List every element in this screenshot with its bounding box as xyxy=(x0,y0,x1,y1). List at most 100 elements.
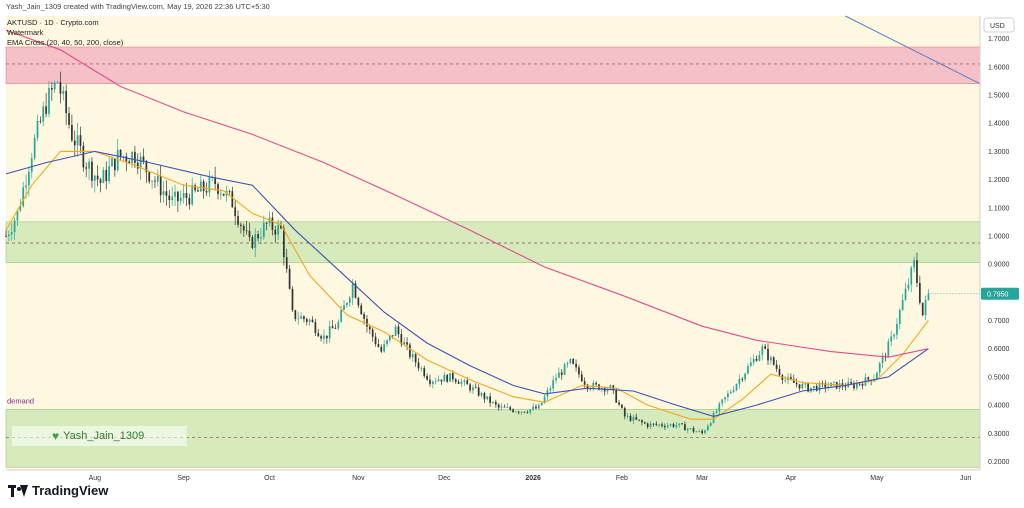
candle-body xyxy=(357,297,360,306)
indicator-line[interactable]: EMA Cross (20, 40, 50, 200, close) xyxy=(7,38,124,47)
candle-body xyxy=(156,175,159,182)
candle-body xyxy=(219,193,222,195)
candle-body xyxy=(248,230,251,238)
candle-body xyxy=(314,322,317,334)
candle-body xyxy=(68,113,70,125)
candle-body xyxy=(492,401,494,403)
candle-body xyxy=(317,333,320,337)
candle-body xyxy=(770,357,772,361)
candle-body xyxy=(202,181,205,192)
candle-body xyxy=(655,423,658,425)
candle-body xyxy=(50,88,53,90)
candle-body xyxy=(744,373,746,380)
candle-body xyxy=(509,407,512,410)
x-tick-label: Feb xyxy=(616,475,628,482)
candle-body xyxy=(692,428,695,432)
candle-body xyxy=(22,187,25,207)
candle-body xyxy=(73,140,76,146)
candle-body xyxy=(724,397,726,400)
candle-body xyxy=(523,411,526,413)
candle-body xyxy=(758,354,761,361)
candle-body xyxy=(629,415,632,421)
candle-body xyxy=(386,340,388,345)
candle-body xyxy=(755,358,758,361)
candle-body xyxy=(328,326,331,339)
candles-layer xyxy=(5,71,930,435)
candle-body xyxy=(274,229,277,235)
candle-body xyxy=(452,373,454,380)
candle-body xyxy=(672,424,675,427)
candle-body xyxy=(331,326,334,329)
candle-body xyxy=(134,151,136,163)
candle-body xyxy=(93,175,96,181)
candle-body xyxy=(887,341,890,357)
candle-body xyxy=(340,310,343,322)
candle-body xyxy=(472,387,474,391)
candle-body xyxy=(555,377,557,381)
candle-body xyxy=(876,372,878,380)
series-ema-50 xyxy=(5,150,929,417)
y-tick-label: 1.1000 xyxy=(988,205,1010,212)
candle-body xyxy=(151,180,153,182)
candle-body xyxy=(271,217,274,230)
candle-body xyxy=(294,310,297,319)
candle-body xyxy=(334,328,337,330)
candle-body xyxy=(901,299,904,310)
candle-body xyxy=(767,348,769,361)
candle-body xyxy=(368,326,371,330)
y-tick-label: 0.7000 xyxy=(988,318,1010,325)
watermark-line[interactable]: Watermark xyxy=(7,28,44,37)
candle-body xyxy=(19,206,22,211)
candle-body xyxy=(855,383,858,389)
candle-body xyxy=(626,415,629,417)
candle-body xyxy=(483,393,486,400)
x-tick-label: Aug xyxy=(89,475,102,482)
candle-body xyxy=(858,383,861,385)
candle-body xyxy=(105,170,108,182)
candle-body xyxy=(643,422,646,424)
symbol-line[interactable]: AKTUSD · 1D · Crypto.com xyxy=(7,18,99,27)
candle-body xyxy=(506,407,509,408)
candle-body xyxy=(374,336,377,345)
candle-body xyxy=(351,283,354,298)
candle-body xyxy=(417,362,420,369)
candle-body xyxy=(403,342,406,345)
candle-body xyxy=(13,220,16,233)
candle-body xyxy=(389,335,391,341)
candle-body xyxy=(795,382,798,385)
candle-body xyxy=(632,417,635,421)
candle-body xyxy=(10,232,13,235)
trendline-layer[interactable] xyxy=(845,15,981,85)
candle-body xyxy=(113,158,116,171)
candle-body xyxy=(850,382,852,384)
x-tick-label: Mar xyxy=(696,475,709,482)
candle-body xyxy=(305,319,308,322)
candle-body xyxy=(652,423,655,425)
series-ema-20 xyxy=(5,150,929,420)
candle-body xyxy=(406,342,408,345)
candle-body xyxy=(635,417,638,420)
candle-body xyxy=(500,406,503,408)
candle-body xyxy=(337,321,340,329)
currency-tag[interactable]: USD xyxy=(983,17,1015,33)
candle-body xyxy=(165,191,168,196)
candle-body xyxy=(277,224,280,235)
candle-body xyxy=(437,379,440,382)
candle-body xyxy=(148,172,151,182)
x-tick-label: Sep xyxy=(177,475,190,482)
candle-body xyxy=(463,380,466,382)
candle-body xyxy=(853,383,855,389)
tradingview-logo[interactable]: TradingView xyxy=(8,483,108,498)
candle-body xyxy=(878,363,881,373)
candle-body xyxy=(42,106,45,122)
candle-body xyxy=(666,425,669,428)
candle-body xyxy=(609,385,612,389)
candle-body xyxy=(721,399,724,404)
candle-body xyxy=(512,409,514,413)
candle-body xyxy=(391,335,394,337)
candle-body xyxy=(606,388,609,392)
candle-body xyxy=(844,386,847,388)
zones-layer xyxy=(5,46,981,468)
candle-body xyxy=(477,387,480,396)
